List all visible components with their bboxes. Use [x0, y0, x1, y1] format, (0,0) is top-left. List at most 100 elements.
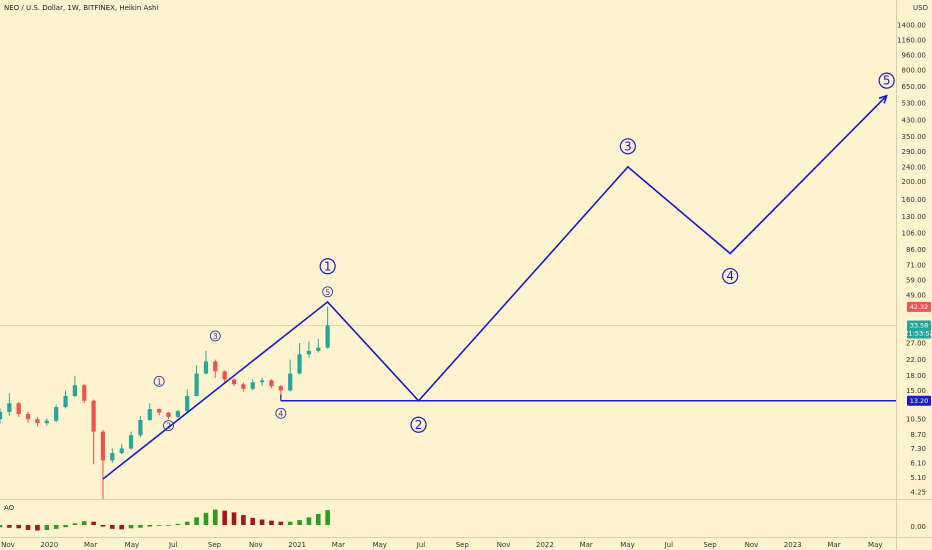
time-tick-label: Jul [168, 541, 178, 549]
time-tick-label: Nov [497, 541, 511, 549]
ao-bar [287, 521, 293, 525]
time-tick-label: Sep [208, 541, 222, 549]
candle-body [297, 354, 302, 374]
price-tick-label: 106.00 [902, 229, 927, 237]
ao-bar [325, 510, 330, 525]
ao-bar [175, 523, 181, 525]
candle-body [0, 411, 3, 420]
candle-body [44, 420, 49, 424]
price-badge-last-text: 33.58 [910, 321, 929, 329]
price-tick-label: 160.00 [902, 196, 927, 204]
price-tick-label: 350.00 [902, 133, 927, 141]
candles-layer [0, 306, 330, 500]
time-tick-label: Mar [580, 541, 593, 549]
candle-body [110, 453, 115, 461]
ao-bar [297, 520, 302, 525]
ao-bar [156, 525, 162, 526]
wave-label-large: 1 [324, 259, 332, 273]
wave-label-small: 4 [278, 409, 283, 418]
ao-bar [147, 525, 153, 527]
wave-label-large: 5 [883, 74, 891, 88]
time-tick-label: Sep [703, 541, 717, 549]
price-tick-label: 6.10 [910, 459, 926, 467]
candle-body [194, 373, 199, 397]
candle-body [138, 419, 143, 436]
candle-body [185, 396, 190, 412]
ao-bar [16, 525, 22, 529]
time-tick-label: 2020 [40, 541, 58, 549]
ao-bar [306, 517, 312, 525]
wave-circle-large [722, 267, 739, 285]
candle-body [119, 448, 124, 454]
ao-bar [166, 525, 171, 526]
price-tick-label: 22.00 [906, 356, 926, 364]
price-tick-label: 49.00 [906, 292, 926, 300]
time-tick-label: Nov [745, 541, 759, 549]
candle-body [231, 379, 237, 385]
price-tick-label: 8.70 [910, 431, 926, 439]
candle-body [269, 380, 274, 387]
ao-bar [63, 525, 68, 528]
time-tick-label: 2023 [784, 541, 802, 549]
ao-bar [35, 525, 40, 531]
candle-body [213, 361, 218, 372]
price-tick-label: 240.00 [902, 163, 927, 171]
ao-bar [250, 517, 256, 525]
ao-bar [44, 525, 50, 530]
ao-bar [72, 523, 78, 525]
projection-arrowhead [878, 94, 888, 104]
time-tick-label: May [868, 541, 882, 549]
candle-body [260, 380, 265, 383]
price-tick-label: 430.00 [902, 116, 927, 124]
time-tick-label: 2021 [288, 541, 306, 549]
wave-circle-small [322, 286, 334, 298]
ao-bar [25, 525, 31, 530]
candle-body [241, 384, 246, 389]
wave-circle-small [275, 407, 287, 419]
elliott-projection[interactable]: 1 2 3 4 5 1 2 3 4 5 [102, 72, 896, 480]
candle-body [25, 413, 31, 420]
ao-bar [222, 510, 227, 525]
time-tick-label: 2022 [536, 541, 554, 549]
price-badge-high-text: 42.32 [910, 303, 929, 311]
price-tick-label: 71.00 [906, 262, 926, 270]
price-axis[interactable]: 1400.00 1160.00 960.00 800.00 650.00 530.00 43… [897, 21, 926, 496]
indicator-name[interactable]: AO [4, 504, 15, 512]
ao-bar [119, 525, 124, 530]
price-tick-label: 15.00 [906, 387, 926, 395]
ao-bar [315, 514, 321, 525]
price-badge-support-text: 13.20 [910, 397, 929, 405]
candle-body [325, 325, 330, 348]
ao-zero-label: 0.00 [910, 523, 926, 531]
wave-circle-large [410, 416, 427, 433]
ao-bar [203, 512, 209, 525]
time-axis[interactable]: Nov 2020 Mar May Jul Sep Nov 2021 Mar May Jul Sep No… [1, 541, 882, 549]
candle-body [288, 373, 293, 391]
candle-body [100, 431, 106, 461]
price-tick-label: 4.25 [910, 489, 926, 497]
price-tick-label: 10.50 [906, 416, 926, 424]
ao-bar [231, 512, 237, 525]
candle-body [306, 350, 312, 355]
time-tick-label: Nov [1, 541, 15, 549]
wave-label-small: 5 [325, 288, 330, 297]
time-tick-label: May [125, 541, 139, 549]
ao-bar [278, 521, 284, 525]
currency-label[interactable]: USD [913, 4, 928, 12]
candle-body [16, 403, 21, 414]
price-tick-label: 59.00 [906, 277, 926, 285]
ao-bar [0, 525, 3, 528]
candle-body [54, 407, 59, 421]
price-tick-label: 5.10 [910, 474, 926, 482]
price-tick-label: 86.00 [906, 246, 926, 254]
ao-bar [53, 525, 59, 529]
price-tick-label: 200.00 [902, 178, 927, 186]
price-tick-label: 1160.00 [897, 36, 926, 44]
ao-bar [110, 525, 115, 529]
wave-label-small: 1 [157, 377, 162, 386]
candle-body [203, 361, 209, 374]
price-tick-label: 7.30 [910, 445, 926, 453]
